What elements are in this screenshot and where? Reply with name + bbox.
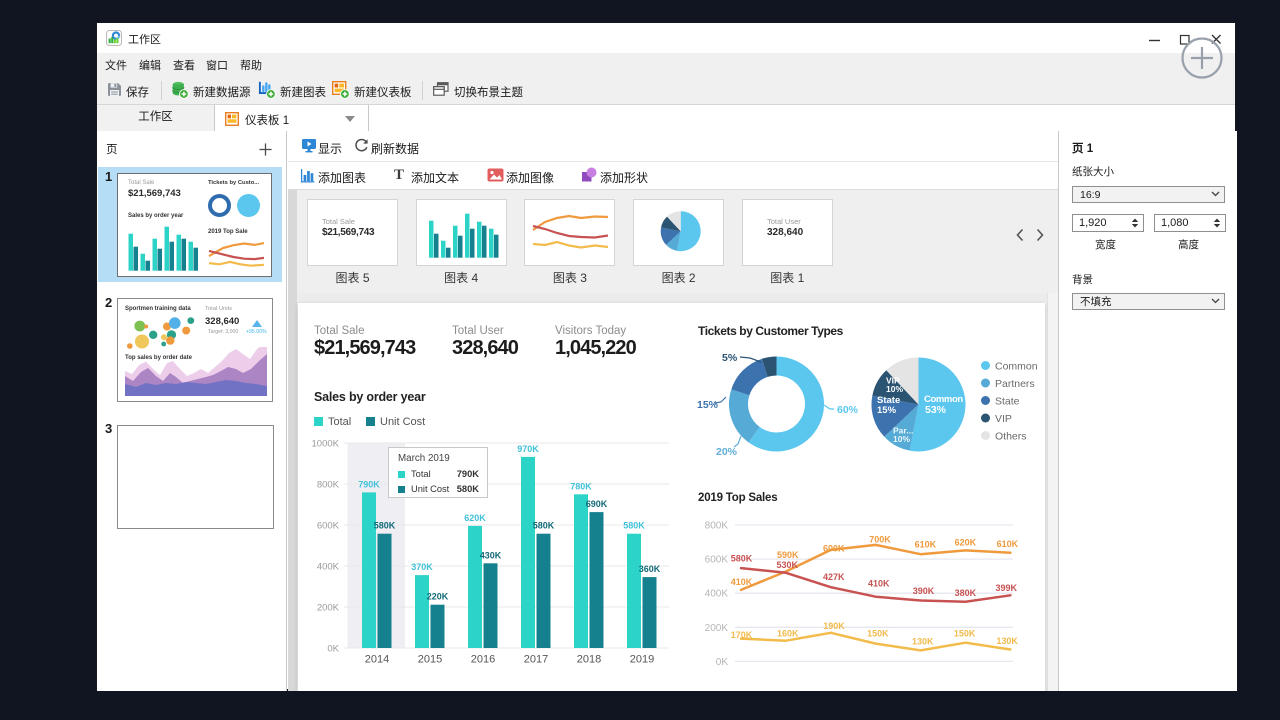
svg-text:Others: Others <box>995 431 1027 443</box>
svg-text:160K: 160K <box>777 629 799 639</box>
svg-text:53%: 53% <box>925 404 947 416</box>
svg-text:410K: 410K <box>868 579 890 589</box>
svg-text:380K: 380K <box>955 588 977 598</box>
svg-text:600K: 600K <box>317 521 340 532</box>
svg-text:400K: 400K <box>705 589 729 600</box>
svg-text:399K: 399K <box>996 583 1018 593</box>
svg-text:430K: 430K <box>480 550 502 560</box>
svg-text:Common: Common <box>924 394 963 405</box>
svg-text:130K: 130K <box>912 637 934 647</box>
svg-text:VIP: VIP <box>886 376 900 386</box>
svg-text:580K: 580K <box>374 521 396 531</box>
svg-text:130K: 130K <box>996 636 1018 646</box>
svg-text:5%: 5% <box>722 352 738 364</box>
svg-text:600K: 600K <box>823 543 845 553</box>
svg-text:15%: 15% <box>697 399 719 411</box>
svg-text:360K: 360K <box>639 564 661 574</box>
svg-text:530K: 530K <box>776 560 798 570</box>
svg-text:Partners: Partners <box>995 378 1035 390</box>
svg-text:State: State <box>995 396 1020 408</box>
svg-text:200K: 200K <box>705 623 729 634</box>
svg-text:220K: 220K <box>427 592 449 602</box>
svg-text:620K: 620K <box>464 513 486 523</box>
svg-text:700K: 700K <box>869 535 891 545</box>
svg-text:800K: 800K <box>317 480 340 491</box>
svg-text:15%: 15% <box>877 405 897 416</box>
svg-text:600K: 600K <box>705 555 729 566</box>
svg-text:150K: 150K <box>867 628 889 638</box>
svg-text:410K: 410K <box>731 577 753 587</box>
svg-text:Par...: Par... <box>893 426 913 436</box>
svg-text:610K: 610K <box>915 540 937 550</box>
svg-text:170K: 170K <box>731 630 753 640</box>
svg-text:580K: 580K <box>623 521 645 531</box>
svg-text:610K: 610K <box>997 539 1019 549</box>
svg-text:580K: 580K <box>533 521 555 531</box>
svg-text:2019: 2019 <box>630 654 654 666</box>
svg-text:390K: 390K <box>913 586 935 596</box>
svg-text:20%: 20% <box>716 446 738 458</box>
svg-text:State: State <box>877 395 900 406</box>
svg-text:620K: 620K <box>955 538 977 548</box>
svg-text:190K: 190K <box>823 621 845 631</box>
svg-text:2016: 2016 <box>471 654 495 666</box>
svg-text:150K: 150K <box>954 628 976 638</box>
svg-text:VIP: VIP <box>995 413 1012 425</box>
svg-text:970K: 970K <box>517 444 539 454</box>
svg-text:690K: 690K <box>586 499 608 509</box>
svg-text:370K: 370K <box>411 562 433 572</box>
svg-text:580K: 580K <box>731 553 753 563</box>
svg-text:2014: 2014 <box>365 654 389 666</box>
svg-text:10%: 10% <box>893 434 910 444</box>
svg-text:200K: 200K <box>317 603 340 614</box>
svg-text:0K: 0K <box>327 644 339 655</box>
svg-text:2018: 2018 <box>577 654 601 666</box>
svg-text:790K: 790K <box>358 479 380 489</box>
svg-text:800K: 800K <box>705 521 729 532</box>
svg-text:1000K: 1000K <box>312 439 340 450</box>
svg-text:60%: 60% <box>837 404 859 416</box>
svg-text:0K: 0K <box>716 657 729 668</box>
svg-text:2017: 2017 <box>524 654 548 666</box>
svg-text:590K: 590K <box>777 550 799 560</box>
svg-text:Common: Common <box>995 361 1038 373</box>
svg-text:780K: 780K <box>570 481 592 491</box>
svg-text:427K: 427K <box>823 572 845 582</box>
svg-text:400K: 400K <box>317 562 340 573</box>
svg-text:10%: 10% <box>886 384 903 394</box>
svg-text:2015: 2015 <box>418 654 442 666</box>
